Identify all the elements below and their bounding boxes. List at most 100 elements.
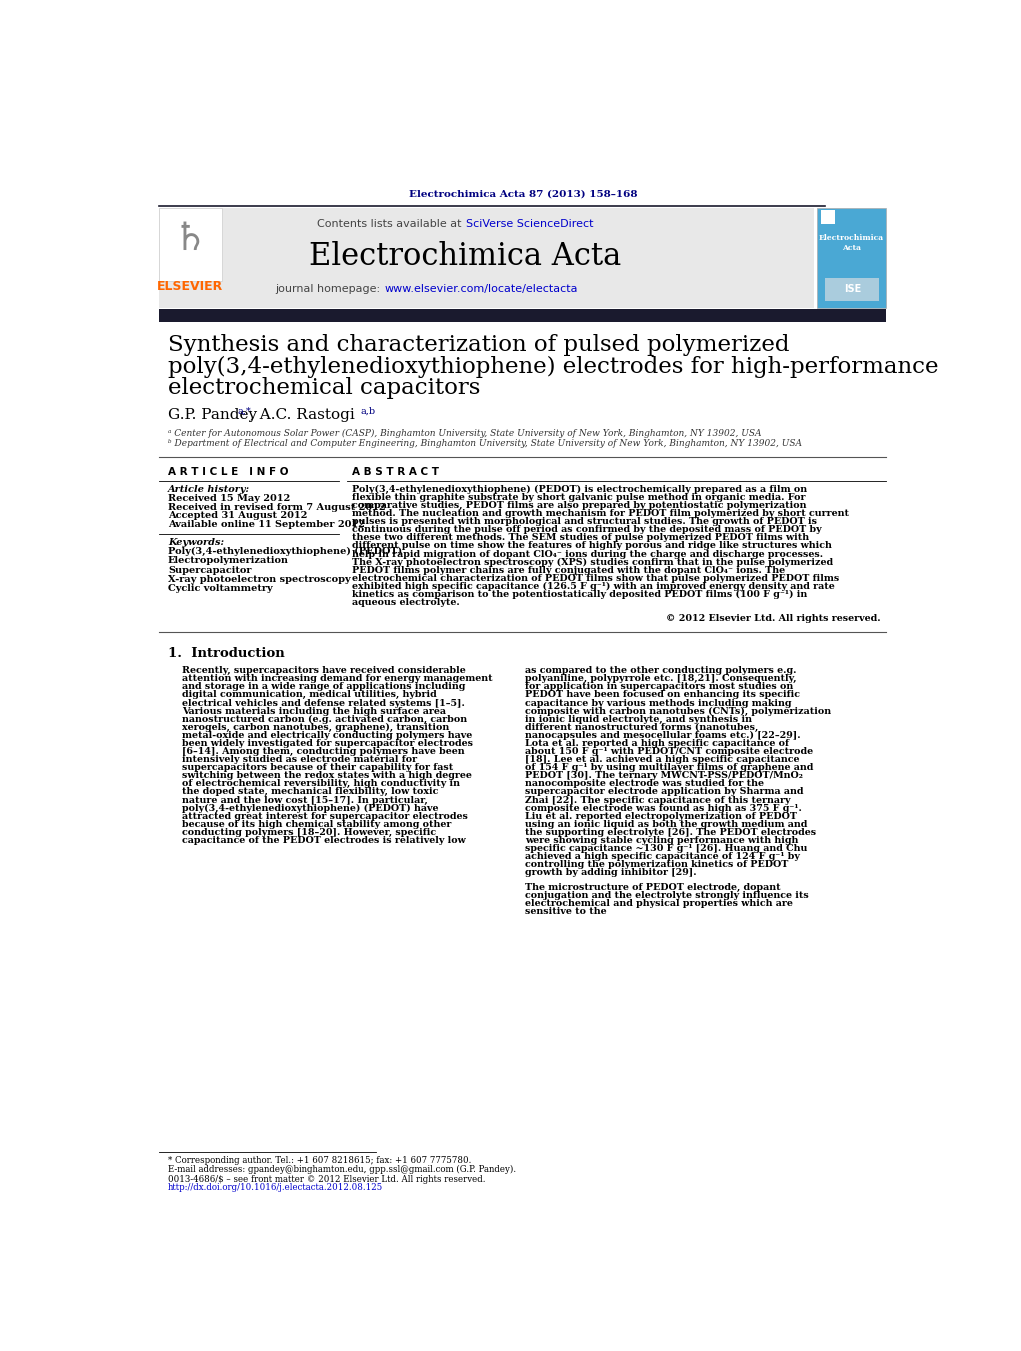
Text: © 2012 Elsevier Ltd. All rights reserved.: © 2012 Elsevier Ltd. All rights reserved… (667, 613, 881, 623)
Text: Zhai [22]. The specific capacitance of this ternary: Zhai [22]. The specific capacitance of t… (525, 796, 790, 805)
Text: supercapacitors because of their capability for fast: supercapacitors because of their capabil… (182, 763, 453, 773)
Text: The X-ray photoelectron spectroscopy (XPS) studies confirm that in the pulse pol: The X-ray photoelectron spectroscopy (XP… (352, 558, 833, 566)
Text: kinetics as comparison to the potentiostatically deposited PEDOT films (100 F g⁻: kinetics as comparison to the potentiost… (352, 590, 808, 598)
Text: Various materials including the high surface area: Various materials including the high sur… (182, 707, 446, 716)
Text: polyaniline, polypyrrole etc. [18,21]. Consequently,: polyaniline, polypyrrole etc. [18,21]. C… (525, 674, 796, 684)
Text: PEDOT have been focused on enhancing its specific: PEDOT have been focused on enhancing its… (525, 690, 800, 700)
Text: been widely investigated for supercapacitor electrodes: been widely investigated for supercapaci… (182, 739, 473, 748)
Text: Available online 11 September 2012: Available online 11 September 2012 (167, 520, 364, 528)
Text: metal-oxide and electrically conducting polymers have: metal-oxide and electrically conducting … (182, 731, 472, 740)
Text: achieved a high specific capacitance of 124 F g⁻¹ by: achieved a high specific capacitance of … (525, 852, 800, 861)
Text: flexible thin graphite substrate by short galvanic pulse method in organic media: flexible thin graphite substrate by shor… (352, 493, 806, 503)
Text: for application in supercapacitors most studies on: for application in supercapacitors most … (525, 682, 793, 692)
Text: Lota et al. reported a high specific capacitance of: Lota et al. reported a high specific cap… (525, 739, 789, 748)
Text: and storage in a wide range of applications including: and storage in a wide range of applicati… (182, 682, 466, 692)
Text: G.P. Pandey: G.P. Pandey (167, 408, 257, 422)
Text: electrochemical characterization of PEDOT films show that pulse polymerized PEDO: electrochemical characterization of PEDO… (352, 574, 839, 582)
Text: as compared to the other conducting polymers e.g.: as compared to the other conducting poly… (525, 666, 796, 676)
Text: ELSEVIER: ELSEVIER (157, 281, 224, 293)
Text: exhibited high specific capacitance (126.5 F g⁻¹) with an improved energy densit: exhibited high specific capacitance (126… (352, 582, 835, 590)
Text: sensitive to the: sensitive to the (525, 907, 606, 916)
Text: of electrochemical reversibility, high conductivity in: of electrochemical reversibility, high c… (182, 780, 459, 789)
Text: of 154 F g⁻¹ by using multilayer films of graphene and: of 154 F g⁻¹ by using multilayer films o… (525, 763, 814, 773)
Text: Received 15 May 2012: Received 15 May 2012 (167, 494, 290, 503)
Text: about 150 F g⁻¹ with PEDOT/CNT composite electrode: about 150 F g⁻¹ with PEDOT/CNT composite… (525, 747, 814, 757)
Text: digital communication, medical utilities, hybrid: digital communication, medical utilities… (182, 690, 437, 700)
Text: help in rapid migration of dopant ClO₄⁻ ions during the charge and discharge pro: help in rapid migration of dopant ClO₄⁻ … (352, 550, 824, 558)
Bar (825, 277, 879, 301)
Text: * Corresponding author. Tel.: +1 607 8218615; fax: +1 607 7775780.: * Corresponding author. Tel.: +1 607 821… (167, 1156, 472, 1166)
Bar (158, 208, 223, 281)
Text: http://dx.doi.org/10.1016/j.electacta.2012.08.125: http://dx.doi.org/10.1016/j.electacta.20… (167, 1183, 383, 1193)
Text: nanostructured carbon (e.g. activated carbon, carbon: nanostructured carbon (e.g. activated ca… (182, 715, 467, 724)
Text: composite with carbon nanotubes (CNTs), polymerization: composite with carbon nanotubes (CNTs), … (525, 707, 831, 716)
Text: Keywords:: Keywords: (167, 538, 224, 547)
Text: PEDOT films polymer chains are fully conjugated with the dopant ClO₄⁻ ions. The: PEDOT films polymer chains are fully con… (352, 566, 785, 574)
Text: attracted great interest for supercapacitor electrodes: attracted great interest for supercapaci… (182, 812, 468, 821)
Text: Accepted 31 August 2012: Accepted 31 August 2012 (167, 511, 307, 520)
Text: xerogels, carbon nanotubes, graphene), transition: xerogels, carbon nanotubes, graphene), t… (182, 723, 449, 732)
Text: different nanostructured forms (nanotubes,: different nanostructured forms (nanotube… (525, 723, 759, 732)
Text: Contents lists available at: Contents lists available at (317, 219, 465, 228)
Text: these two different methods. The SEM studies of pulse polymerized PEDOT films wi: these two different methods. The SEM stu… (352, 534, 810, 542)
Text: using an ionic liquid as both the growth medium and: using an ionic liquid as both the growth… (525, 820, 808, 828)
Text: nanocomposite electrode was studied for the: nanocomposite electrode was studied for … (525, 780, 764, 789)
Text: [18]. Lee et al. achieved a high specific capacitance: [18]. Lee et al. achieved a high specifi… (525, 755, 799, 765)
Text: capacitance of the PEDOT electrodes is relatively low: capacitance of the PEDOT electrodes is r… (182, 836, 466, 844)
Bar (818, 208, 885, 308)
Text: journal homepage:: journal homepage: (275, 284, 383, 295)
Bar (821, 209, 835, 224)
Text: attention with increasing demand for energy management: attention with increasing demand for ene… (182, 674, 492, 684)
Text: a,b: a,b (360, 407, 376, 415)
Text: nature and the low cost [15–17]. In particular,: nature and the low cost [15–17]. In part… (182, 796, 428, 805)
Text: a,*: a,* (238, 407, 251, 415)
Text: Electropolymerization: Electropolymerization (167, 557, 289, 566)
Text: PEDOT [30]. The ternary MWCNT-PSS/PEDOT/MnO₂: PEDOT [30]. The ternary MWCNT-PSS/PEDOT/… (525, 771, 804, 781)
Text: Electrochimica
Acta: Electrochimica Acta (819, 234, 884, 251)
Text: intensively studied as electrode material for: intensively studied as electrode materia… (182, 755, 417, 765)
Text: Article history:: Article history: (167, 485, 250, 494)
Text: [6–14]. Among them, conducting polymers have been: [6–14]. Among them, conducting polymers … (182, 747, 465, 757)
Text: Recently, supercapacitors have received considerable: Recently, supercapacitors have received … (182, 666, 466, 676)
Text: aqueous electrolyte.: aqueous electrolyte. (352, 598, 460, 607)
Text: method. The nucleation and growth mechanism for PEDOT film polymerized by short : method. The nucleation and growth mechan… (352, 509, 849, 519)
Text: electrical vehicles and defense related systems [1–5].: electrical vehicles and defense related … (182, 698, 465, 708)
Text: Liu et al. reported electropolymerization of PEDOT: Liu et al. reported electropolymerizatio… (525, 812, 797, 821)
Text: Electrochimica Acta 87 (2013) 158–168: Electrochimica Acta 87 (2013) 158–168 (408, 190, 637, 199)
Text: were showing stable cycling performance with high: were showing stable cycling performance … (525, 836, 798, 844)
Text: nanocapsules and mesocellular foams etc.) [22–29].: nanocapsules and mesocellular foams etc.… (525, 731, 800, 740)
Text: in ionic liquid electrolyte, and synthesis in: in ionic liquid electrolyte, and synthes… (525, 715, 752, 724)
Text: Poly(3,4-ethylenedioxythiophene) (PEDOT) is electrochemically prepared as a film: Poly(3,4-ethylenedioxythiophene) (PEDOT)… (352, 485, 808, 494)
Text: specific capacitance ~130 F g⁻¹ [26]. Huang and Chu: specific capacitance ~130 F g⁻¹ [26]. Hu… (525, 844, 808, 852)
Text: conducting polymers [18–20]. However, specific: conducting polymers [18–20]. However, sp… (182, 828, 436, 836)
Text: conjugation and the electrolyte strongly influence its: conjugation and the electrolyte strongly… (525, 890, 809, 900)
Text: Supercapacitor: Supercapacitor (167, 566, 251, 574)
Text: the supporting electrolyte [26]. The PEDOT electrodes: the supporting electrolyte [26]. The PED… (525, 828, 817, 836)
Text: composite electrode was found as high as 375 F g⁻¹.: composite electrode was found as high as… (525, 804, 803, 813)
Bar (158, 208, 814, 308)
Text: comparative studies, PEDOT films are also prepared by potentiostatic polymerizat: comparative studies, PEDOT films are als… (352, 501, 807, 511)
Text: ISE: ISE (843, 284, 861, 295)
Bar (158, 309, 885, 322)
Text: Poly(3,4-ethylenedioxythiophene) (PEDOT): Poly(3,4-ethylenedioxythiophene) (PEDOT) (167, 547, 402, 557)
Text: ᵇ Department of Electrical and Computer Engineering, Binghamton University, Stat: ᵇ Department of Electrical and Computer … (167, 439, 801, 449)
Text: because of its high chemical stability among other: because of its high chemical stability a… (182, 820, 451, 828)
Text: capacitance by various methods including making: capacitance by various methods including… (525, 698, 791, 708)
Text: SciVerse ScienceDirect: SciVerse ScienceDirect (466, 219, 593, 228)
Text: E-mail addresses: gpandey@binghamton.edu, gpp.ssl@gmail.com (G.P. Pandey).: E-mail addresses: gpandey@binghamton.edu… (167, 1165, 516, 1174)
Text: Cyclic voltammetry: Cyclic voltammetry (167, 584, 273, 593)
Text: switching between the redox states with a high degree: switching between the redox states with … (182, 771, 472, 781)
Text: electrochemical and physical properties which are: electrochemical and physical properties … (525, 898, 793, 908)
Text: supercapacitor electrode application by Sharma and: supercapacitor electrode application by … (525, 788, 804, 797)
Text: growth by adding inhibitor [29].: growth by adding inhibitor [29]. (525, 869, 696, 877)
Text: A B S T R A C T: A B S T R A C T (352, 466, 439, 477)
Text: poly(3,4-ethylenedioxythiophene) (PEDOT) have: poly(3,4-ethylenedioxythiophene) (PEDOT)… (182, 804, 438, 813)
Text: controlling the polymerization kinetics of PEDOT: controlling the polymerization kinetics … (525, 861, 788, 869)
Text: X-ray photoelectron spectroscopy: X-ray photoelectron spectroscopy (167, 576, 350, 584)
Text: Received in revised form 7 August 2012: Received in revised form 7 August 2012 (167, 503, 386, 512)
Text: poly(3,4-ethylenedioxythiophene) electrodes for high-performance: poly(3,4-ethylenedioxythiophene) electro… (167, 355, 938, 378)
Text: the doped state, mechanical flexibility, low toxic: the doped state, mechanical flexibility,… (182, 788, 438, 797)
Text: 1.  Introduction: 1. Introduction (167, 647, 285, 661)
Text: continuous during the pulse off period as confirmed by the deposited mass of PED: continuous during the pulse off period a… (352, 526, 822, 534)
Text: ᵃ Center for Autonomous Solar Power (CASP), Binghamton University, State Univers: ᵃ Center for Autonomous Solar Power (CAS… (167, 428, 762, 438)
